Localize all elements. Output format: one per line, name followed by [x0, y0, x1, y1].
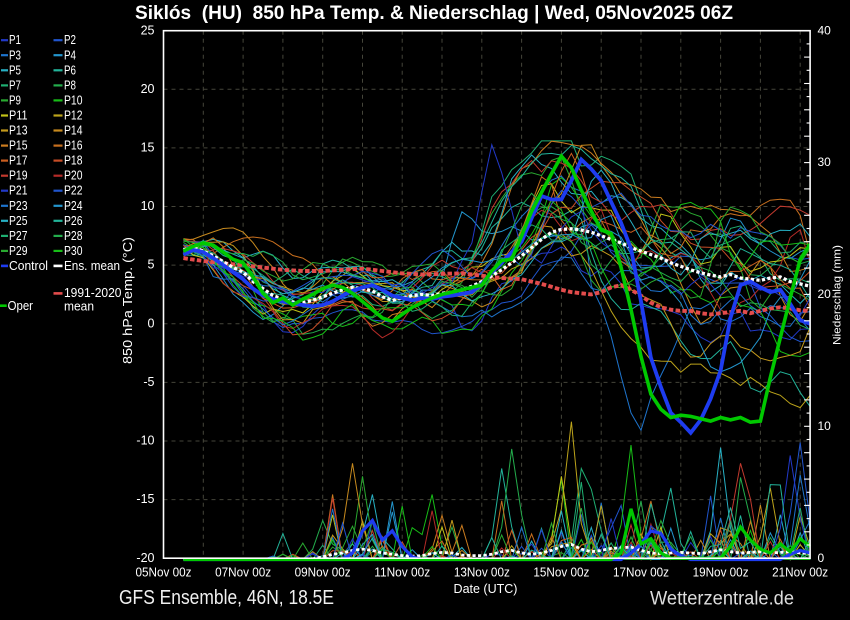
svg-text:P28: P28 — [64, 228, 83, 243]
svg-text:P26: P26 — [64, 213, 83, 228]
svg-text:15Nov 00z: 15Nov 00z — [533, 566, 589, 580]
svg-text:mean: mean — [64, 299, 94, 314]
svg-text:0: 0 — [148, 316, 155, 330]
svg-text:P21: P21 — [9, 183, 28, 198]
svg-text:07Nov 00z: 07Nov 00z — [215, 566, 271, 580]
svg-text:21Nov 00z: 21Nov 00z — [772, 566, 828, 580]
svg-text:GFS Ensemble, 46N, 18.5E: GFS Ensemble, 46N, 18.5E — [119, 587, 334, 609]
svg-text:0: 0 — [818, 551, 825, 565]
svg-text:19Nov 00z: 19Nov 00z — [693, 566, 749, 580]
svg-text:11Nov 00z: 11Nov 00z — [374, 566, 430, 580]
svg-text:P24: P24 — [64, 198, 83, 213]
svg-text:850 hPa Temp. (°C): 850 hPa Temp. (°C) — [120, 237, 135, 364]
svg-text:P18: P18 — [64, 153, 83, 168]
svg-text:P2: P2 — [64, 32, 76, 47]
svg-text:P1: P1 — [9, 32, 21, 47]
svg-text:Control: Control — [9, 258, 48, 273]
svg-text:P9: P9 — [9, 92, 21, 107]
svg-text:Ens. mean: Ens. mean — [64, 258, 120, 273]
svg-text:P11: P11 — [9, 107, 28, 122]
svg-text:P15: P15 — [9, 138, 28, 153]
svg-text:5: 5 — [148, 258, 155, 272]
svg-text:P3: P3 — [9, 47, 21, 62]
svg-text:25: 25 — [141, 23, 155, 37]
svg-text:1991-2020: 1991-2020 — [64, 285, 122, 300]
svg-text:30: 30 — [818, 155, 832, 169]
svg-text:P7: P7 — [9, 77, 21, 92]
svg-text:20: 20 — [141, 82, 155, 96]
svg-text:P22: P22 — [64, 183, 83, 198]
svg-text:P12: P12 — [64, 107, 83, 122]
svg-text:P14: P14 — [64, 123, 83, 138]
svg-text:P5: P5 — [9, 62, 21, 77]
svg-text:Date (UTC): Date (UTC) — [454, 582, 518, 596]
svg-text:P4: P4 — [64, 47, 76, 62]
svg-text:P13: P13 — [9, 123, 28, 138]
svg-text:P17: P17 — [9, 153, 28, 168]
svg-text:Siklós (HU) 850 hPa Temp. &: Siklós (HU) 850 hPa Temp. & Niederschlag… — [135, 3, 733, 24]
svg-text:10: 10 — [141, 199, 155, 213]
svg-text:20: 20 — [818, 287, 832, 301]
svg-text:P6: P6 — [64, 62, 76, 77]
svg-text:P30: P30 — [64, 243, 83, 258]
svg-text:-10: -10 — [136, 434, 154, 448]
svg-text:P29: P29 — [9, 243, 28, 258]
svg-text:40: 40 — [818, 23, 832, 37]
svg-text:17Nov 00z: 17Nov 00z — [613, 566, 669, 580]
svg-text:P16: P16 — [64, 138, 83, 153]
svg-text:P25: P25 — [9, 213, 28, 228]
svg-text:05Nov 00z: 05Nov 00z — [136, 566, 192, 580]
svg-text:13Nov 00z: 13Nov 00z — [454, 566, 510, 580]
svg-text:P10: P10 — [64, 92, 83, 107]
svg-text:09Nov 00z: 09Nov 00z — [295, 566, 351, 580]
svg-text:P20: P20 — [64, 168, 83, 183]
svg-text:P8: P8 — [64, 77, 76, 92]
svg-text:Niederschlag (mm): Niederschlag (mm) — [832, 245, 844, 345]
svg-text:-5: -5 — [143, 375, 154, 389]
svg-text:-20: -20 — [136, 551, 154, 565]
svg-text:P19: P19 — [9, 168, 28, 183]
svg-text:10: 10 — [818, 419, 832, 433]
svg-text:P23: P23 — [9, 198, 28, 213]
svg-text:Wetterzentrale.de: Wetterzentrale.de — [650, 589, 794, 610]
svg-text:15: 15 — [141, 141, 155, 155]
svg-text:P27: P27 — [9, 228, 28, 243]
svg-text:-15: -15 — [136, 492, 154, 506]
svg-text:Oper: Oper — [8, 298, 34, 313]
